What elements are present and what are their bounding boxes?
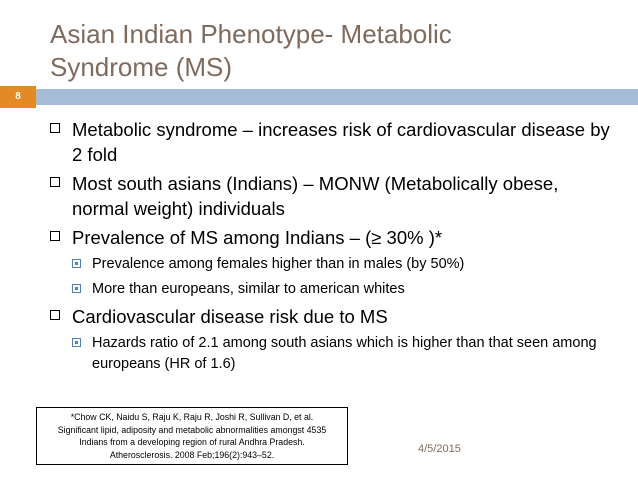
bullet-text: Most south asians (Indians) – MONW (Meta… <box>72 173 559 219</box>
square-bullet-icon <box>50 177 60 187</box>
bullet-item: Cardiovascular disease risk due to MS <box>50 304 610 329</box>
small-square-bullet-icon <box>72 284 81 293</box>
sub-bullet-item: Hazards ratio of 2.1 among south asians … <box>50 333 610 375</box>
slide-title-line-1: Asian Indian Phenotype- Metabolic <box>50 19 452 49</box>
small-square-bullet-icon <box>72 259 81 268</box>
bullet-text: Metabolic syndrome – increases risk of c… <box>72 119 610 165</box>
sub-bullet-text: More than europeans, similar to american… <box>92 281 405 297</box>
square-bullet-icon <box>50 123 60 133</box>
sub-bullet-item: Prevalence among females higher than in … <box>50 254 610 275</box>
citation-line: *Chow CK, Naidu S, Raju K, Raju R, Joshi… <box>70 412 314 422</box>
bullet-list: Metabolic syndrome – increases risk of c… <box>50 117 610 379</box>
sub-bullet-text: Hazards ratio of 2.1 among south asians … <box>92 335 597 372</box>
slide-date: 4/5/2015 <box>418 443 461 455</box>
square-bullet-icon <box>50 231 60 241</box>
slide-title: Asian Indian Phenotype- Metabolic Syndro… <box>50 18 610 84</box>
sub-bullet-item: More than europeans, similar to american… <box>50 279 610 300</box>
title-rule-bar <box>36 89 638 105</box>
citation-box: *Chow CK, Naidu S, Raju K, Raju R, Joshi… <box>36 407 348 465</box>
bullet-item: Most south asians (Indians) – MONW (Meta… <box>50 171 610 221</box>
bullet-text: Cardiovascular disease risk due to MS <box>72 306 388 327</box>
citation-line: Atherosclerosis. 2008 Feb;196(2):943–52. <box>109 449 275 460</box>
bullet-text: Prevalence of MS among Indians – (≥ 30% … <box>72 227 443 248</box>
square-bullet-icon <box>50 310 60 320</box>
bullet-item: Metabolic syndrome – increases risk of c… <box>50 117 610 167</box>
citation-line: Indians from a developing region of rura… <box>79 437 305 447</box>
bullet-item: Prevalence of MS among Indians – (≥ 30% … <box>50 225 610 250</box>
small-square-bullet-icon <box>72 338 81 347</box>
slide-title-line-2: Syndrome (MS) <box>50 52 233 82</box>
slide-number-badge: 8 <box>0 86 36 108</box>
sub-bullet-text: Prevalence among females higher than in … <box>92 256 465 272</box>
citation-line: Significant lipid, adiposity and metabol… <box>57 424 327 435</box>
